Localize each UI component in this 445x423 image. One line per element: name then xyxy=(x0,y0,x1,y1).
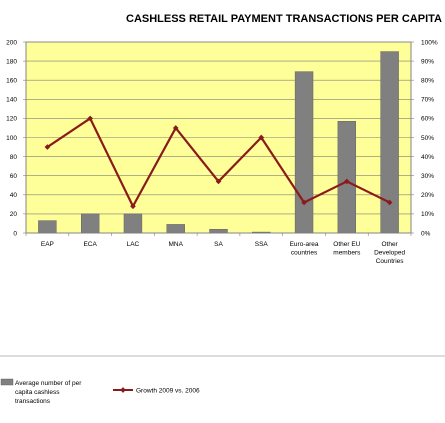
y-left-tick-label: 200 xyxy=(6,39,17,46)
x-tick-label: SSA xyxy=(255,241,269,248)
x-tick-label: Other EU xyxy=(333,241,360,248)
legend-bar-label: capita cashless xyxy=(15,389,60,396)
x-tick-label: members xyxy=(333,250,361,257)
y-left-tick-label: 180 xyxy=(6,58,17,65)
legend-bar-swatch xyxy=(0,378,14,386)
chart-title: CASHLESS RETAIL PAYMENT TRANSACTIONS PER… xyxy=(126,13,442,25)
y-right-tick-label: 60% xyxy=(421,116,434,123)
x-tick-label: EAP xyxy=(41,241,54,248)
y-left-tick-label: 120 xyxy=(6,116,17,123)
bar xyxy=(80,213,100,234)
growth-point xyxy=(344,178,350,185)
x-tick-label: countries xyxy=(291,250,318,257)
bar xyxy=(337,121,357,234)
bar xyxy=(166,224,185,234)
y-left-tick-label: 40 xyxy=(10,192,18,199)
legend: Average number of per capita cashless tran… xyxy=(0,355,445,405)
bar xyxy=(38,220,57,234)
y-right-tick-label: 30% xyxy=(421,173,434,180)
y-right-tick-label: 50% xyxy=(421,135,434,142)
y-right-tick-label: 40% xyxy=(421,154,434,161)
y-right-tick-label: 10% xyxy=(421,211,434,218)
x-tick-label: ECA xyxy=(83,241,97,248)
x-tick-label: Euro-area xyxy=(290,241,319,248)
legend-bar-label: transactions xyxy=(15,398,51,405)
growth-point xyxy=(301,199,307,206)
x-tick-label: Other xyxy=(381,241,398,248)
y-right-tick-label: 100% xyxy=(421,39,438,46)
y-left-tick-label: 140 xyxy=(6,97,17,104)
x-tick-label: LAC xyxy=(127,241,140,248)
growth-point xyxy=(130,203,136,210)
y-right-tick-label: 0% xyxy=(421,230,431,237)
y-left-tick-label: 20 xyxy=(10,211,18,218)
bar xyxy=(123,213,143,234)
y-left-tick-label: 80 xyxy=(10,154,18,161)
y-left-tick-label: 100 xyxy=(6,135,17,142)
x-tick-label: Developed xyxy=(374,250,405,257)
growth-point xyxy=(87,115,93,122)
y-left-tick-label: 0 xyxy=(13,230,17,237)
x-tick-label: Countries xyxy=(376,258,405,265)
y-left-tick-label: 60 xyxy=(10,173,18,180)
legend-bar-label: Average number of per xyxy=(15,380,82,387)
y-left-tick-label: 160 xyxy=(6,78,17,85)
y-right-tick-label: 90% xyxy=(421,58,434,65)
growth-point xyxy=(172,125,179,131)
bar xyxy=(209,228,228,234)
bar xyxy=(294,71,314,234)
y-right-tick-label: 20% xyxy=(421,192,434,199)
y-right-tick-label: 70% xyxy=(421,97,434,104)
x-tick-label: MNA xyxy=(168,241,183,248)
legend-line-marker xyxy=(120,387,126,393)
growth-point xyxy=(258,134,265,141)
legend-line-label: Growth 2009 vs. 2006 xyxy=(136,388,200,395)
bar xyxy=(380,51,399,234)
growth-point xyxy=(215,178,222,185)
growth-point xyxy=(386,199,393,206)
y-right-tick-label: 80% xyxy=(421,78,434,85)
x-tick-label: SA xyxy=(214,241,223,248)
